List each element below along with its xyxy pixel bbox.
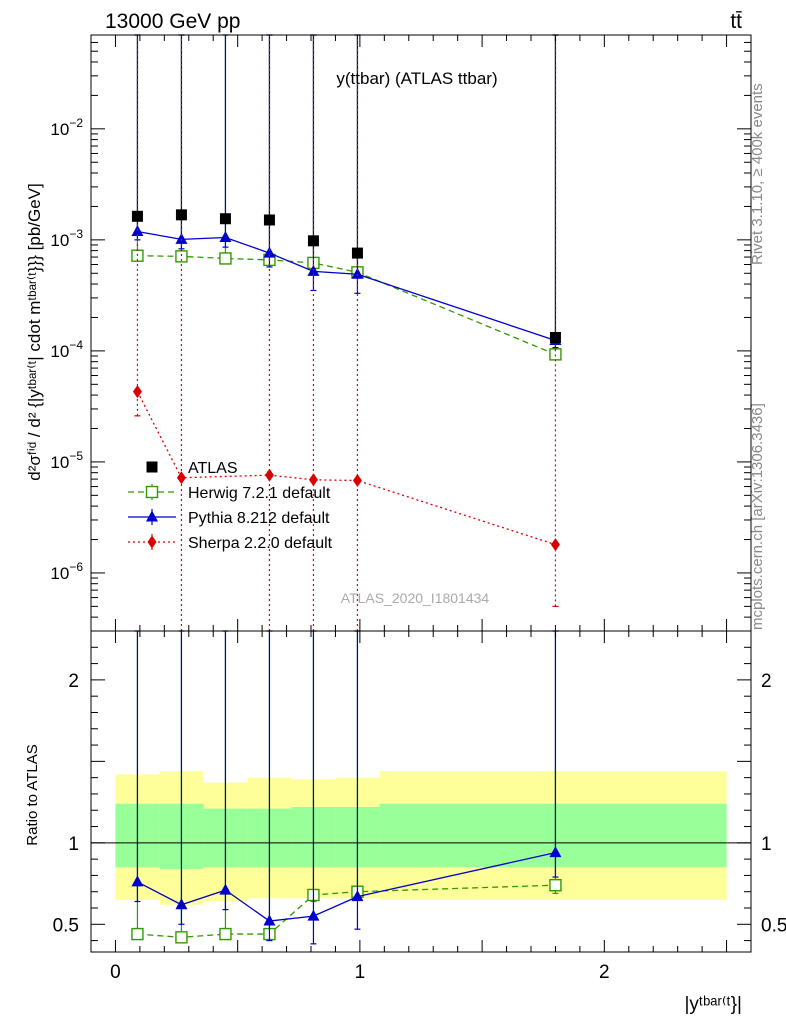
ratio-pythia-point [131, 875, 144, 887]
process-label: tt̄ [730, 10, 742, 33]
ratio-y-tick-label-right: 2 [761, 671, 772, 692]
ratio-herwig-point [219, 927, 232, 941]
main-y-axis-label: d²σᶠⁱᵈ / d² {|yᵗᵇᵃʳ⁽ᵗ| cdot mᵗᵇᵃʳ⁽ᵗ}}} [… [25, 183, 44, 481]
legend: ATLAS Herwig 7.2.1 default Pythia 8.212 de… [128, 460, 333, 552]
main-pythia-line [137, 230, 556, 342]
main-atlas-point [549, 332, 561, 344]
ratio-pythia-point [219, 883, 232, 895]
main-atlas-point [131, 210, 143, 222]
main-plot-title: y(ttbar) (ATLAS ttbar) [336, 69, 497, 88]
main-atlas-point [307, 235, 319, 247]
main-y-tick-label: 10−4 [50, 338, 83, 361]
main-sherpa-line [136, 391, 556, 546]
main-sherpa-point [352, 474, 362, 488]
ratio-pythia-point [175, 898, 188, 910]
x-tick-label: 2 [599, 962, 610, 983]
main-y-tick-label: 10−3 [50, 227, 83, 250]
main-sherpa-point [308, 473, 318, 487]
mcplots-label: mcplots.cern.ch [arXiv:1306.3436] [749, 403, 766, 630]
main-plot-panel: 10−6 10−5 10−4 10−3 10−2 y(ttbar) (ATLAS ttb… [25, 34, 752, 632]
ratio-y-tick-label: 1 [68, 834, 79, 855]
x-axis-label: |yᵗᵇᵃʳ⁽ᵗ}| [684, 994, 742, 1015]
main-pythia-point [219, 231, 232, 243]
ratio-y-tick-label-right: 1 [761, 834, 772, 855]
main-atlas-point [351, 247, 363, 259]
main-atlas-point [263, 214, 275, 226]
main-y-tick-label: 10−5 [50, 449, 83, 472]
ratio-pythia-point [351, 890, 364, 902]
ratio-herwig-point [131, 927, 144, 941]
main-pythia-point [263, 246, 276, 258]
main-y-tick-label: 10−6 [50, 560, 83, 583]
ratio-y-tick-label: 2 [68, 671, 79, 692]
x-tick-label: 1 [355, 962, 366, 983]
main-pythia-point [175, 232, 188, 244]
analysis-id-label: ATLAS_2020_I1801434 [341, 590, 490, 606]
legend-herwig-marker [145, 485, 159, 499]
ratio-plot-panel: 0.5 0.5 1 1 2 2 0 1 2 Ratio to ATLAS |yᵗᵇᵃʳ⁽ᵗ}| [24, 630, 786, 1015]
ratio-y-tick-label: 0.5 [53, 915, 79, 936]
ratio-plot-frame [90, 630, 752, 953]
legend-atlas-marker [146, 461, 158, 473]
main-sherpa-point [264, 468, 274, 482]
main-herwig-point [219, 252, 232, 265]
rivet-label: Rivet 3.1.10, ≥ 400k events [749, 83, 766, 265]
main-y-tick-label: 10−2 [50, 116, 83, 139]
main-herwig-line [137, 255, 556, 355]
ratio-plot-marks [131, 630, 562, 945]
legend-pythia-marker [146, 510, 158, 522]
ratio-axis-ticks: 0.5 0.5 1 1 2 2 0 1 2 [53, 630, 786, 983]
main-sherpa-point [550, 538, 560, 552]
main-atlas-point [175, 209, 187, 221]
x-tick-label: 0 [110, 962, 121, 983]
main-axis-ticks: 10−6 10−5 10−4 10−3 10−2 [50, 34, 751, 632]
ratio-y-axis-label: Ratio to ATLAS [24, 744, 41, 845]
ratio-herwig-point [549, 878, 562, 892]
ratio-pythia-point [307, 909, 320, 921]
legend-atlas-label: ATLAS [188, 460, 238, 477]
legend-sherpa-marker [147, 535, 157, 549]
ratio-inner-band [379, 803, 727, 868]
ratio-uncertainty-bands [91, 771, 751, 905]
main-pythia-point [351, 267, 364, 279]
ratio-pythia-point [549, 846, 562, 858]
main-atlas-point [219, 213, 231, 225]
legend-sherpa-label: Sherpa 2.2.0 default [188, 535, 333, 552]
ratio-y-tick-label-right: 0.5 [761, 915, 786, 936]
main-sherpa-point [176, 471, 186, 485]
energy-label: 13000 GeV pp [105, 10, 240, 33]
main-sherpa-point [132, 385, 142, 399]
ratio-herwig-point [175, 931, 188, 944]
ratio-pythia-point [263, 914, 276, 926]
legend-herwig-label: Herwig 7.2.1 default [188, 485, 331, 502]
main-plot-marks [131, 34, 562, 632]
legend-pythia-label: Pythia 8.212 default [188, 510, 330, 527]
